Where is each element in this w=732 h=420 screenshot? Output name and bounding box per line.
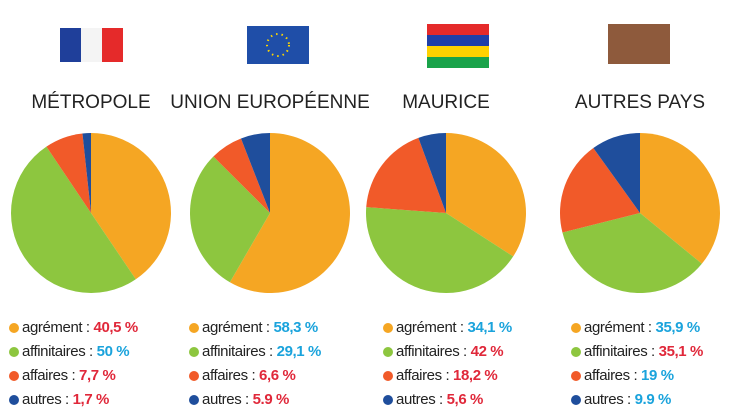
pie-slice	[366, 137, 446, 213]
legend-entry: autres : 1,7 %	[22, 391, 109, 408]
legend-entry: autres : 5,6 %	[396, 391, 483, 408]
value-label: 1,7 %	[73, 391, 109, 408]
legend-entry: autres : 9.9 %	[584, 391, 671, 408]
value-label: 35,9 %	[656, 319, 700, 336]
flag-other	[608, 24, 670, 64]
legend-label: affaires :	[396, 367, 449, 384]
legend-entry: autres : 5.9 %	[202, 391, 289, 408]
legend-label: affinitaires :	[396, 343, 467, 360]
value-label: 29,1 %	[277, 343, 321, 360]
legend-label: agrément :	[202, 319, 270, 336]
legend-entry: agrément : 35,9 %	[584, 319, 700, 336]
flag-mauritius	[427, 24, 489, 68]
legend-label: agrément :	[584, 319, 652, 336]
legend-label: autres :	[396, 391, 443, 408]
chart-title: MAURICE	[402, 92, 490, 113]
legend-entry: affaires : 18,2 %	[396, 367, 497, 384]
pie-slice	[82, 133, 91, 213]
value-label: 35,1 %	[659, 343, 703, 360]
pie-slice	[10, 146, 136, 294]
value-label: 7,7 %	[79, 367, 115, 384]
legend-label: autres :	[584, 391, 631, 408]
legend-label: affinitaires :	[22, 343, 93, 360]
legend-entry: affinitaires : 29,1 %	[202, 343, 321, 360]
legend-entry: affaires : 19 %	[584, 367, 674, 384]
legend-dot	[9, 395, 19, 405]
value-label: 5,6 %	[447, 391, 483, 408]
legend-dot	[9, 323, 19, 333]
legend-dot	[571, 371, 581, 381]
pie-slice	[560, 148, 640, 233]
pie-slice	[91, 133, 171, 280]
pie-slice	[593, 133, 640, 213]
legend-label: affinitaires :	[202, 343, 273, 360]
value-label: 40,5 %	[94, 319, 138, 336]
pie-slice	[562, 213, 702, 293]
value-label: 6,6 %	[259, 367, 295, 384]
value-label: 50 %	[97, 343, 130, 360]
pie-slice	[640, 133, 720, 264]
legend-dot	[571, 323, 581, 333]
legend-label: affinitaires :	[584, 343, 655, 360]
value-label: 58,3 %	[274, 319, 318, 336]
legend-entry: agrément : 34,1 %	[396, 319, 512, 336]
pie-slice	[446, 133, 526, 257]
legend-dot	[571, 395, 581, 405]
chart-title: MÉTROPOLE	[31, 92, 150, 113]
legend-dot	[189, 395, 199, 405]
value-label: 19 %	[641, 367, 674, 384]
value-label: 34,1 %	[468, 319, 512, 336]
legend-entry: affaires : 6,6 %	[202, 367, 295, 384]
legend-label: affaires :	[584, 367, 637, 384]
legend-dot	[383, 323, 393, 333]
legend-dot	[383, 395, 393, 405]
value-label: 42 %	[471, 343, 504, 360]
legend-dot	[571, 347, 581, 357]
pie-slice	[46, 133, 91, 213]
legend-entry: affinitaires : 35,1 %	[584, 343, 703, 360]
value-label: 5.9 %	[253, 391, 289, 408]
legend-dot	[9, 371, 19, 381]
legend-label: affaires :	[202, 367, 255, 384]
legend-entry: agrément : 58,3 %	[202, 319, 318, 336]
pie-slice	[240, 133, 270, 213]
legend-entry: affaires : 7,7 %	[22, 367, 115, 384]
flag-france	[60, 28, 123, 62]
legend-label: affaires :	[22, 367, 75, 384]
legend-dot	[9, 347, 19, 357]
legend-entry: affinitaires : 42 %	[396, 343, 503, 360]
pie-slice	[418, 133, 446, 213]
chart-title: UNION EUROPÉENNE	[170, 92, 370, 113]
legend-entry: affinitaires : 50 %	[22, 343, 129, 360]
pie-slice	[229, 133, 350, 293]
legend-label: autres :	[202, 391, 249, 408]
legend-dot	[189, 371, 199, 381]
legend-dot	[383, 371, 393, 381]
pie-slice	[366, 207, 514, 294]
flag-eu	[247, 26, 309, 64]
chart-title: AUTRES PAYS	[575, 92, 705, 113]
legend-dot	[189, 347, 199, 357]
legend-label: autres :	[22, 391, 69, 408]
legend-label: agrément :	[396, 319, 464, 336]
pie-slice	[189, 156, 270, 283]
pie-slice	[213, 138, 270, 213]
legend-dot	[189, 323, 199, 333]
value-label: 18,2 %	[453, 367, 497, 384]
legend-label: agrément :	[22, 319, 90, 336]
legend-entry: agrément : 40,5 %	[22, 319, 138, 336]
legend-dot	[383, 347, 393, 357]
value-label: 9.9 %	[635, 391, 671, 408]
